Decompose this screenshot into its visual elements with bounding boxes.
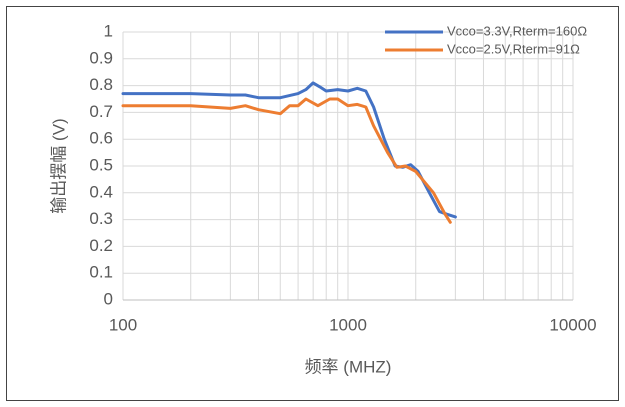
legend-label: Vcco=2.5V,Rterm=91Ω [447, 41, 580, 56]
series-line [121, 97, 452, 224]
legend-label: Vcco=3.3V,Rterm=160Ω [447, 23, 587, 38]
y-tick-label: 0 [104, 289, 113, 308]
series-line [121, 81, 457, 219]
y-tick-label: 0.4 [89, 182, 113, 201]
y-tick-label: 0.3 [89, 209, 113, 228]
y-tick-label: 0.2 [89, 236, 113, 255]
y-tick-label: 0.9 [89, 48, 113, 67]
x-tick-label: 10000 [549, 315, 596, 334]
y-axis-label: 输出摆幅 (V) [49, 118, 68, 213]
y-tick-label: 0.6 [89, 129, 113, 148]
y-tick-label: 1 [104, 21, 113, 40]
chart-border [6, 6, 619, 401]
y-tick-label: 0.1 [89, 263, 113, 282]
x-tick-label: 1000 [329, 315, 367, 334]
y-tick-label: 0.7 [89, 102, 113, 121]
x-tick-label: 100 [109, 315, 137, 334]
y-tick-label: 0.8 [89, 75, 113, 94]
x-axis-label: 频率 (MHZ) [305, 357, 392, 376]
y-tick-label: 0.5 [89, 155, 113, 174]
